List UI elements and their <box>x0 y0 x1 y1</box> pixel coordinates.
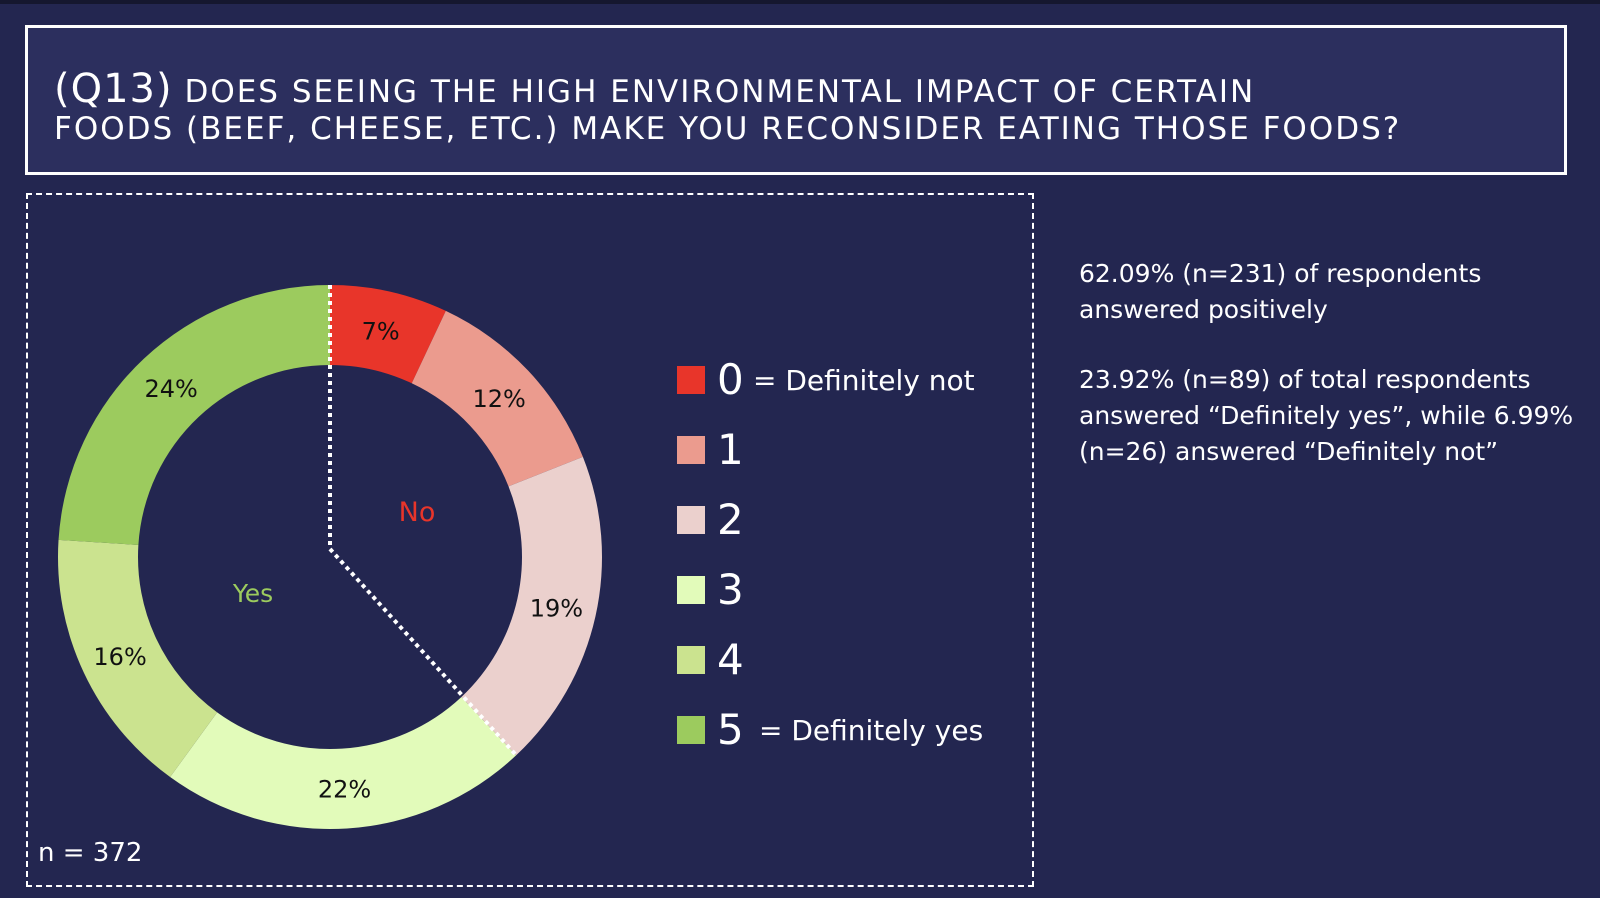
slice-label-1: 12% <box>472 385 525 413</box>
legend-number-5: 5 <box>717 705 744 754</box>
group-label-no: No <box>399 497 436 528</box>
legend-swatch-4 <box>677 646 705 674</box>
donut-slice-1 <box>411 310 583 487</box>
slice-label-4: 16% <box>93 643 146 671</box>
donut-slice-0 <box>330 285 446 384</box>
group-divider <box>328 285 518 757</box>
title-text-1: Does seeing the high environmental impac… <box>184 74 1256 110</box>
donut-slice-2 <box>461 456 602 756</box>
question-tag: (Q13) <box>54 66 173 112</box>
sample-size-label: n = 372 <box>38 838 143 868</box>
legend-number-0: 0 <box>717 355 744 404</box>
legend-number-2: 2 <box>717 495 744 544</box>
slice-label-0: 7% <box>362 318 400 346</box>
legend-number-1: 1 <box>717 425 744 474</box>
legend-number-4: 4 <box>717 635 744 684</box>
donut-slice-4 <box>57 539 218 778</box>
legend-desc-0: = Definitely not <box>753 364 975 397</box>
legend-swatch-0 <box>677 366 705 394</box>
legend-swatch-1 <box>677 436 705 464</box>
legend-number-3: 3 <box>717 565 744 614</box>
title-line-2: foods (beef, cheese, etc.) make you reco… <box>54 111 1402 147</box>
slice-label-3: 22% <box>318 776 371 804</box>
legend-desc-5: = Definitely yes <box>759 714 984 747</box>
group-label-yes: Yes <box>232 579 273 608</box>
notes-panel: 62.09% (n=231) of respondents answered p… <box>1079 256 1579 470</box>
donut-slice-5 <box>58 285 330 545</box>
legend-swatch-2 <box>677 506 705 534</box>
slice-label-5: 24% <box>145 375 198 403</box>
donut-slice-3 <box>170 696 517 829</box>
legend-swatch-3 <box>677 576 705 604</box>
legend-swatch-5 <box>677 716 705 744</box>
slice-label-2: 19% <box>530 595 583 623</box>
top-strip <box>0 0 1600 4</box>
note-definitely: 23.92% (n=89) of total respondents answe… <box>1079 365 1574 466</box>
note-positive: 62.09% (n=231) of respondents answered p… <box>1079 259 1482 324</box>
title-line-1: (Q13) Does seeing the high environmental… <box>54 66 1255 112</box>
chart-frame <box>26 193 1034 887</box>
title-box: (Q13) Does seeing the high environmental… <box>25 25 1567 175</box>
